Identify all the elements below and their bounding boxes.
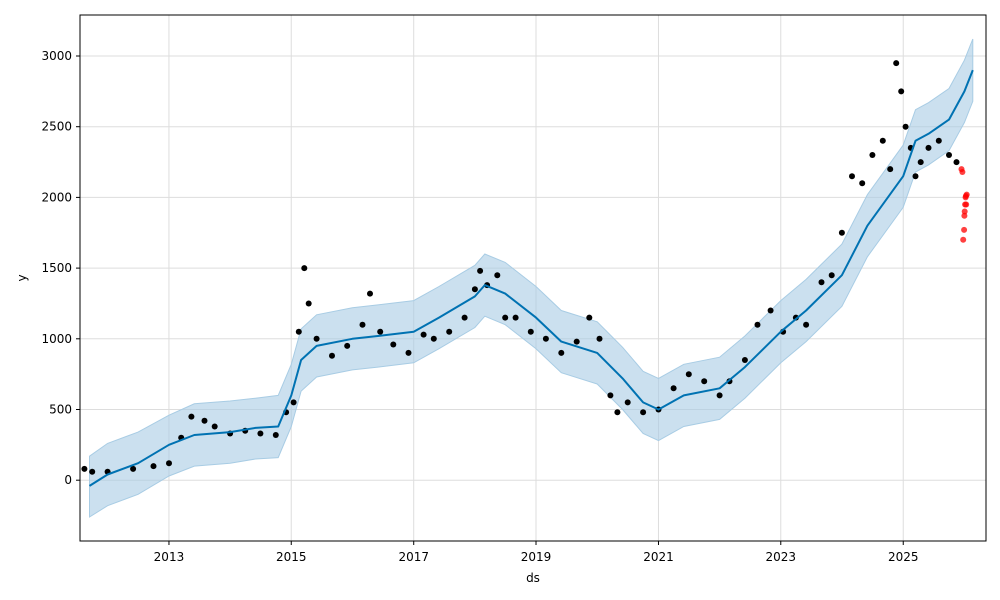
holdout-point [961, 212, 968, 219]
observed-point [614, 409, 621, 416]
x-tick-label: 2021 [643, 550, 674, 564]
holdout-point [959, 169, 966, 175]
observed-point [925, 144, 932, 151]
y-tick-label: 2000 [41, 190, 72, 204]
observed-point [898, 88, 905, 95]
observed-point [367, 290, 373, 297]
observed-point [573, 338, 580, 345]
holdout-point [961, 226, 968, 233]
observed-point [828, 272, 835, 279]
y-tick-label: 1000 [41, 332, 72, 346]
observed-point [430, 335, 437, 342]
x-axis-ticks: 2013 2015 2017 2019 2021 2023 2025 [154, 541, 919, 564]
observed-point [607, 392, 614, 399]
x-tick-label: 2025 [888, 550, 919, 564]
y-tick-label: 3000 [41, 49, 72, 63]
observed-point [359, 321, 366, 328]
observed-point [527, 328, 534, 335]
observed-point [150, 463, 157, 470]
observed-point [290, 399, 297, 406]
observed-points-layer [81, 60, 960, 475]
observed-point [461, 314, 468, 321]
observed-point [596, 335, 603, 342]
observed-point [344, 342, 351, 349]
observed-point [879, 137, 886, 144]
y-tick-label: 2500 [41, 120, 72, 134]
observed-point [869, 152, 876, 158]
forecast-line-layer [88, 69, 974, 487]
x-axis-label: ds [526, 571, 540, 585]
uncertainty-band-layer [89, 38, 974, 518]
observed-point [377, 328, 384, 335]
observed-point [953, 159, 960, 166]
observed-point [624, 399, 631, 406]
observed-point [329, 352, 335, 359]
observed-point [558, 349, 565, 356]
observed-point [803, 321, 810, 328]
observed-point [201, 417, 208, 424]
observed-point [446, 328, 453, 335]
y-tick-label: 1500 [41, 261, 72, 275]
observed-point [471, 286, 478, 293]
observed-point [295, 328, 302, 335]
y-axis-ticks: 0 500 1000 1500 2000 2500 3000 [41, 49, 80, 487]
plot-frame [79, 14, 987, 542]
x-tick-label: 2023 [766, 550, 797, 564]
observed-point [272, 432, 279, 438]
x-tick-label: 2019 [521, 550, 552, 564]
observed-point [512, 314, 519, 321]
observed-point [166, 460, 172, 467]
observed-point [670, 385, 677, 392]
observed-point [494, 272, 501, 279]
holdout-point [960, 236, 967, 243]
holdout-point [961, 208, 968, 215]
observed-point [502, 314, 509, 321]
x-tick-label: 2013 [154, 550, 185, 564]
observed-point [701, 378, 708, 385]
observed-point [893, 60, 900, 67]
observed-point [685, 371, 692, 378]
observed-point [211, 423, 218, 430]
observed-point [313, 335, 320, 342]
observed-point [917, 159, 924, 166]
observed-point [818, 279, 825, 286]
observed-point [477, 267, 484, 274]
y-tick-label: 0 [64, 473, 72, 487]
observed-point [935, 137, 942, 144]
observed-point [188, 413, 195, 420]
observed-point [912, 173, 919, 180]
observed-point [257, 430, 264, 437]
observed-point [902, 123, 909, 130]
observed-point [640, 409, 647, 416]
forecast-line [88, 69, 974, 487]
observed-point [767, 307, 774, 314]
observed-point [716, 392, 723, 399]
x-tick-label: 2015 [276, 550, 307, 564]
observed-point [542, 335, 549, 342]
uncertainty-band [89, 38, 974, 518]
observed-point [754, 321, 761, 328]
y-tick-label: 500 [49, 403, 72, 417]
observed-point [305, 300, 312, 307]
x-tick-label: 2017 [398, 550, 429, 564]
observed-point [405, 349, 412, 356]
observed-point [301, 265, 308, 272]
holdout-points-layer [958, 166, 970, 243]
observed-point [838, 229, 845, 236]
observed-point [887, 166, 894, 173]
observed-point [130, 465, 137, 472]
observed-point [849, 173, 855, 180]
observed-point [390, 341, 397, 348]
y-axis-label: y [15, 274, 29, 281]
observed-point [741, 357, 748, 363]
observed-point [946, 152, 952, 158]
observed-point [89, 468, 96, 475]
observed-point [81, 465, 88, 472]
holdout-point [963, 201, 970, 208]
observed-point [859, 180, 866, 187]
observed-point [586, 314, 593, 321]
observed-point [420, 331, 427, 338]
holdout-point [963, 191, 970, 198]
